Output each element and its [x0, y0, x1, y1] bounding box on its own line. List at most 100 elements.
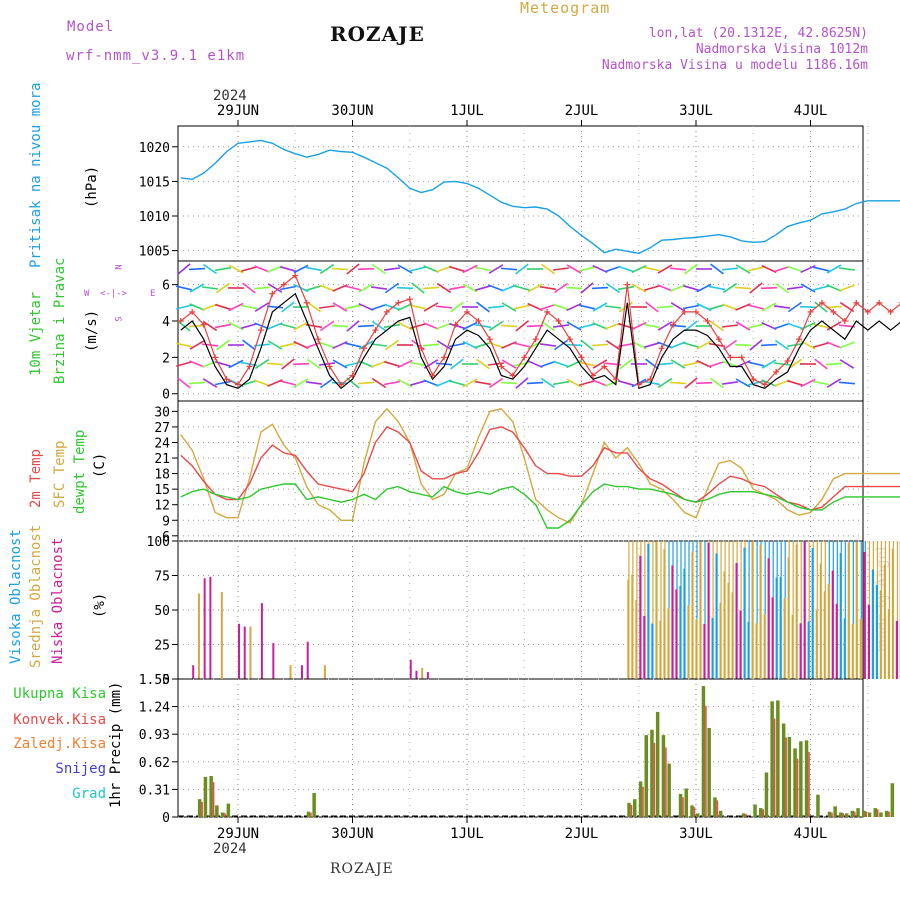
cloud-bar-top	[696, 541, 698, 620]
cloud-bar-top	[848, 541, 850, 543]
wind-arrow	[396, 286, 414, 290]
cloud-bar-top	[816, 541, 818, 610]
cloud-bar-top	[884, 541, 886, 565]
wind-arrow	[592, 379, 608, 387]
wind-arrow	[202, 263, 218, 275]
wind-arrow	[450, 301, 464, 313]
cloud-bar-top	[868, 541, 870, 605]
gust-line	[180, 274, 900, 386]
wind-arrow	[267, 340, 283, 350]
cloud-bar-top	[768, 541, 770, 559]
wind-arrow	[202, 360, 218, 368]
wind-arrow	[305, 266, 323, 272]
wind-arrow	[799, 305, 817, 309]
precip-bar	[879, 812, 883, 817]
wind-arrow	[423, 302, 439, 312]
wind-arrow	[710, 263, 724, 275]
wind-arrow	[669, 267, 687, 271]
cloud-bar	[727, 583, 730, 679]
cloud-bar-top	[684, 541, 686, 569]
wind-arrow	[514, 304, 530, 310]
wind-arrow	[645, 301, 659, 313]
precip-bar	[862, 810, 866, 817]
y-tick-label: 1.24	[139, 701, 170, 716]
wind-arrow	[487, 305, 505, 309]
wind-arrow	[305, 381, 323, 385]
wind-arrow	[774, 322, 790, 330]
wind-arrow	[216, 282, 230, 294]
wind-arrow	[748, 266, 764, 272]
wind-speed-line	[180, 292, 900, 390]
wind-arrow	[357, 267, 375, 271]
cloud-bar-top	[664, 541, 666, 550]
wind-arrow	[670, 302, 686, 312]
wind-arrow	[684, 377, 698, 389]
wind-arrow	[488, 377, 504, 389]
cloud-bar	[300, 665, 303, 679]
wind-arrow	[292, 362, 310, 366]
wind-arrow	[566, 302, 582, 312]
wind-arrow	[501, 302, 517, 312]
wind-arrow	[241, 266, 257, 272]
y-tick-label: 27	[154, 421, 170, 436]
wind-arrow	[748, 304, 764, 310]
cloud-bar-top	[856, 541, 858, 543]
wind-arrow	[735, 321, 751, 331]
precip-conv-bar	[224, 813, 226, 817]
cloud-bar	[731, 592, 734, 679]
wind-arrow	[721, 381, 739, 385]
wind-arrow	[371, 320, 387, 332]
day-label-bottom: 4JUL	[794, 826, 828, 842]
wind-arrow	[474, 380, 492, 386]
wind-arrow	[423, 322, 439, 330]
cloud-bar	[839, 552, 842, 679]
wind-arrow	[254, 302, 270, 312]
wind-arrow	[774, 265, 790, 273]
wind-arrow	[476, 301, 490, 313]
cloud-bar-top	[872, 541, 874, 570]
precip-bar	[226, 803, 231, 817]
cloud-bar	[647, 543, 650, 679]
wind-arrow	[501, 284, 517, 292]
wind-arrow	[293, 321, 309, 331]
precip-bar	[787, 736, 792, 817]
wind-arrow	[580, 282, 594, 294]
wind-arrow	[346, 377, 360, 389]
cloud-bar-top	[680, 541, 682, 586]
wind-arrow	[761, 302, 777, 312]
wind-arrow	[357, 324, 375, 328]
wind-arrow	[515, 320, 529, 332]
wind-arrow	[189, 303, 205, 311]
precip-bar	[312, 793, 316, 817]
wind-arrow	[436, 379, 452, 387]
wind-arrow	[214, 266, 232, 272]
y-tick-label: 0.62	[139, 756, 170, 771]
cloud-bar-top	[672, 541, 674, 566]
wind-arrow	[331, 324, 349, 328]
wind-arrow	[462, 340, 478, 350]
cloud-bar	[719, 603, 722, 679]
cloud-bar-top	[824, 541, 826, 592]
wind-arrow	[462, 283, 478, 293]
wind-arrow	[281, 358, 295, 370]
wind-arrow	[631, 264, 647, 274]
cloud-bar-top	[652, 541, 654, 624]
wind-arrow	[786, 342, 804, 348]
cloud-bar	[238, 623, 240, 679]
wind-arrow	[565, 286, 583, 290]
wind-arrow	[476, 358, 490, 370]
precip-bar	[209, 776, 213, 817]
day-label-top: 1JUL	[450, 103, 484, 119]
compass-rose: N W E S <-|->	[84, 262, 160, 326]
precip-bar	[839, 812, 843, 817]
precip-bar	[759, 808, 763, 817]
cloud-bar-top	[776, 541, 778, 578]
precip-bar	[793, 748, 797, 817]
day-label-bottom: 3JUL	[679, 826, 713, 842]
wind-arrow	[800, 264, 816, 274]
wind-arrow	[839, 359, 855, 369]
wind-arrow	[370, 343, 388, 347]
wind-arrow	[474, 266, 492, 272]
cloud-bar-top	[716, 541, 718, 554]
wind-arrow	[383, 267, 401, 271]
